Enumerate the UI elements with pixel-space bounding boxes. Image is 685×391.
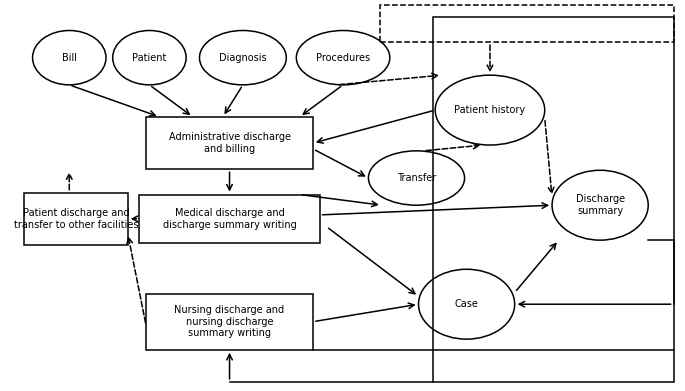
Bar — [433, 17, 673, 382]
Bar — [139, 195, 320, 243]
Text: Nursing discharge and
nursing discharge
summary writing: Nursing discharge and nursing discharge … — [175, 305, 284, 338]
Text: Discharge
summary: Discharge summary — [575, 194, 625, 216]
Text: Diagnosis: Diagnosis — [219, 53, 266, 63]
Text: Case: Case — [455, 299, 479, 309]
Text: Patient: Patient — [132, 53, 166, 63]
Text: Procedures: Procedures — [316, 53, 370, 63]
Bar — [146, 294, 313, 350]
Text: Transfer: Transfer — [397, 173, 436, 183]
Text: Medical discharge and
discharge summary writing: Medical discharge and discharge summary … — [162, 208, 297, 230]
Text: Patient history: Patient history — [454, 105, 525, 115]
Text: Bill: Bill — [62, 53, 77, 63]
Text: Administrative discharge
and billing: Administrative discharge and billing — [169, 132, 290, 154]
Bar — [146, 117, 313, 169]
Bar — [379, 5, 673, 42]
Bar — [24, 193, 127, 245]
Text: Patient discharge and
transfer to other facilities: Patient discharge and transfer to other … — [14, 208, 138, 230]
